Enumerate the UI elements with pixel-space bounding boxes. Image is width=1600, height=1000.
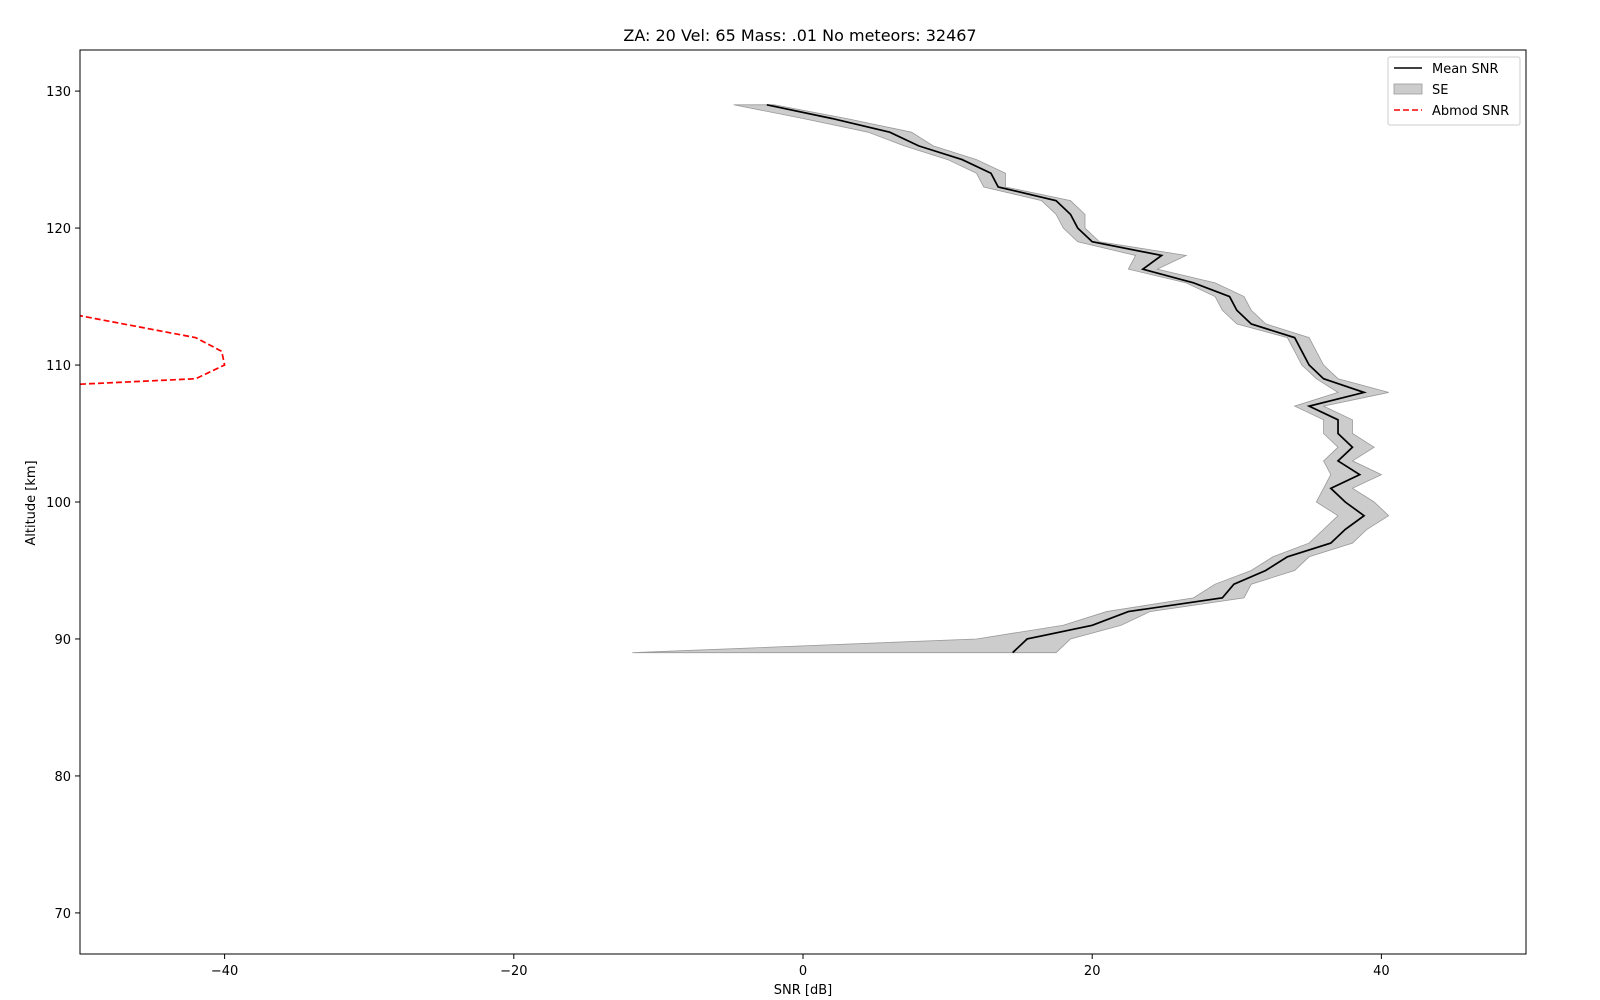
legend: Mean SNR SE Abmod SNR [1387,56,1521,126]
y-tick-label: 100 [46,496,71,511]
chart-title: ZA: 20 Vel: 65 Mass: .01 No meteors: 324… [623,26,976,45]
legend-se-label: SE [1432,83,1448,98]
y-tick-label: 70 [54,907,71,922]
se-band-layer [632,104,1390,654]
legend-mean-snr-label: Mean SNR [1432,62,1499,77]
legend-se-swatch [1393,83,1423,95]
y-tick-label: 90 [54,633,71,648]
y-tick-label: 110 [46,359,71,374]
x-axis-label: SNR [dB] [774,983,832,998]
x-tick-label: −40 [211,964,238,979]
series-line-abmod-snr [80,314,226,386]
legend-box [1387,56,1521,126]
plot-frame [79,49,1527,955]
x-tick-label: 20 [1084,964,1101,979]
se-band [632,104,1390,654]
legend-abmod-snr-label: Abmod SNR [1432,104,1509,119]
x-axis: −40 −20 0 20 40 [211,954,1390,979]
x-tick-label: −20 [500,964,527,979]
y-axis: 70 80 90 100 110 120 130 [46,85,80,922]
y-tick-label: 80 [54,770,71,785]
series-line-layer [80,103,1368,654]
x-tick-label: 40 [1373,964,1390,979]
y-tick-label: 130 [46,85,71,100]
y-axis-label: Altitude [km] [24,460,39,545]
x-tick-label: 0 [799,964,807,979]
series-line-mean-snr [766,103,1368,654]
y-tick-label: 120 [46,222,71,237]
plot-area [80,103,1390,654]
